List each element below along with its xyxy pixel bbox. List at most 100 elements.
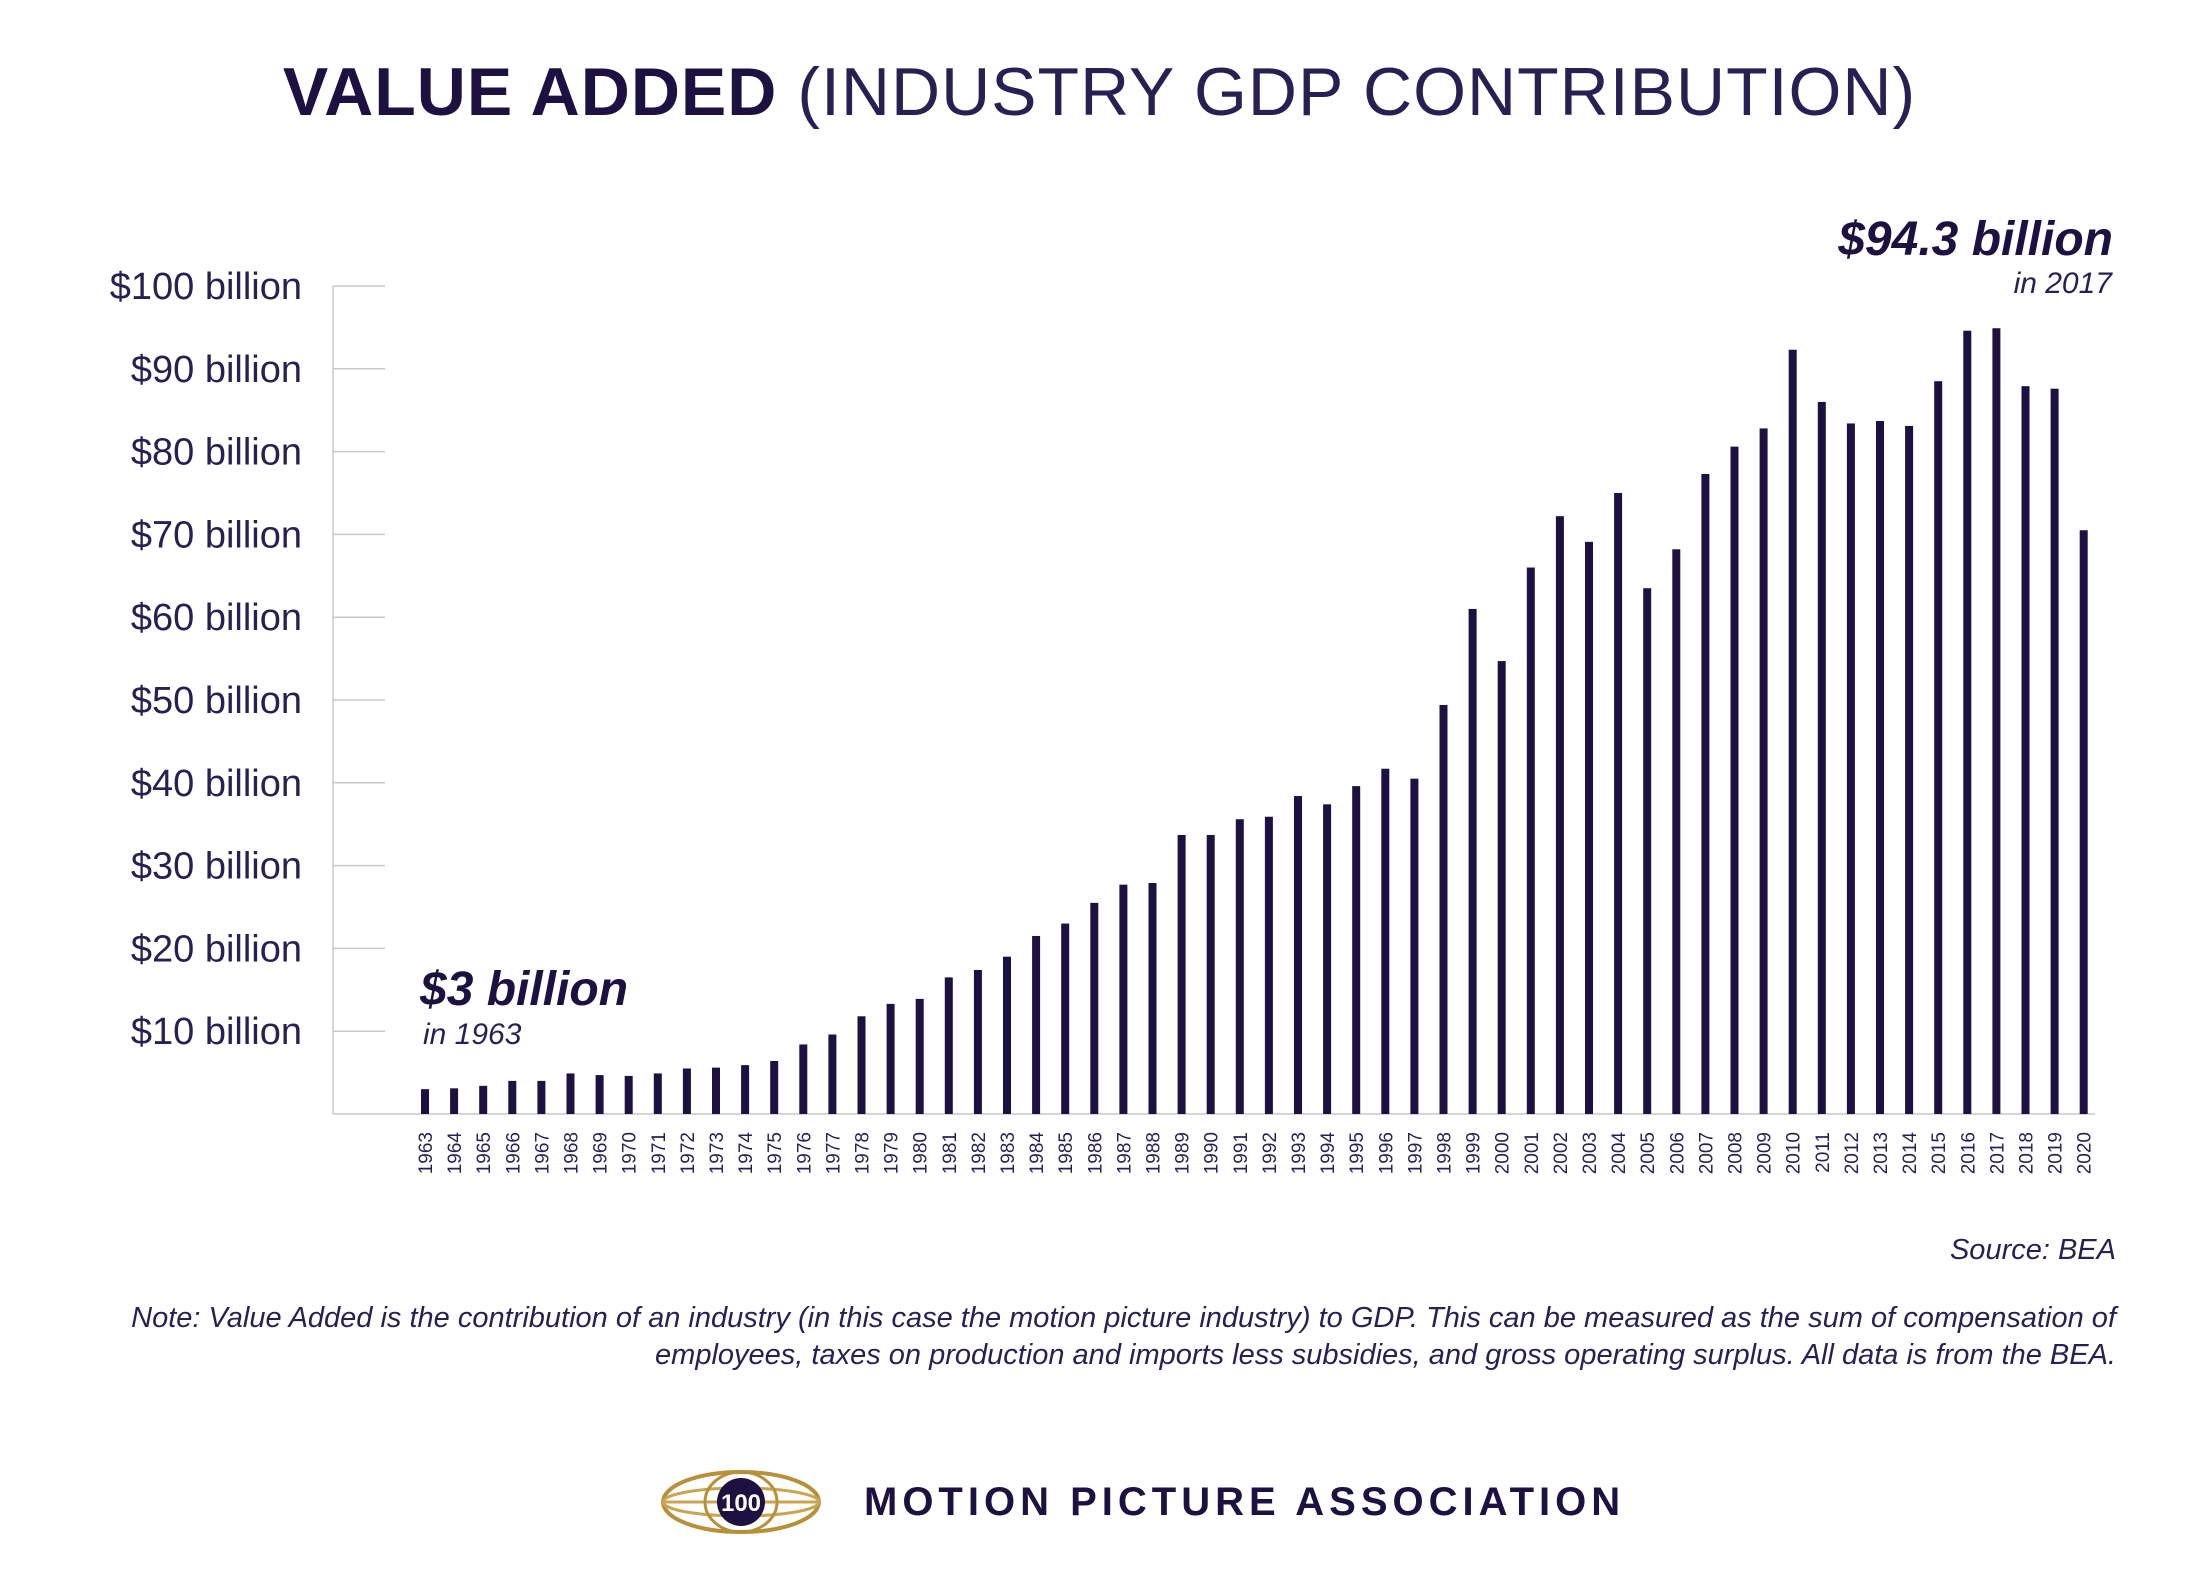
x-tick-label: 2010 [1784, 1132, 1805, 1174]
x-tick-label: 1991 [1231, 1132, 1252, 1174]
x-tick-label: 2013 [1871, 1132, 1892, 1174]
bar-1991 [1235, 819, 1244, 1114]
x-tick-label: 2018 [2017, 1132, 2038, 1174]
x-tick-label: 1969 [591, 1132, 612, 1174]
chart-title: VALUE ADDED (INDUSTRY GDP CONTRIBUTION) [0, 52, 2199, 132]
bars [421, 328, 2088, 1115]
bar-1967 [537, 1080, 546, 1114]
x-tick-label: 1995 [1347, 1132, 1368, 1174]
x-tick-label: 2017 [1987, 1132, 2008, 1174]
x-tick-label: 1999 [1464, 1132, 1485, 1174]
x-tick-label: 1982 [969, 1132, 990, 1174]
x-tick-label: 1966 [503, 1132, 524, 1174]
bar-1968 [566, 1073, 575, 1114]
x-tick-label: 2008 [1726, 1132, 1747, 1174]
x-tick-label: 1989 [1173, 1132, 1194, 1174]
x-tick-label: 2003 [1580, 1132, 1601, 1174]
bar-1983 [1003, 956, 1011, 1114]
x-tick-label: 1963 [416, 1132, 437, 1174]
x-tick-label: 1972 [678, 1132, 699, 1174]
x-tick-label: 1975 [765, 1132, 786, 1174]
x-tick-label: 2020 [2075, 1132, 2096, 1174]
x-tick-label: 1990 [1202, 1132, 1223, 1174]
x-tick-label: 2004 [1609, 1132, 1630, 1175]
bar-1971 [653, 1073, 662, 1114]
source-note: Source: BEA [1949, 1234, 2116, 1266]
bar-2003 [1585, 541, 1593, 1114]
bar-1989 [1177, 834, 1186, 1114]
bar-1973 [712, 1067, 720, 1114]
bar-2011 [1817, 401, 1826, 1114]
y-tick-label: $90 billion [131, 349, 302, 391]
bar-1975 [770, 1061, 779, 1114]
y-tick-label: $50 billion [131, 680, 302, 722]
bar-2016 [1963, 330, 1972, 1114]
x-tick-label: 1981 [940, 1132, 961, 1174]
bar-2006 [1672, 549, 1681, 1114]
logo-text: 100 [721, 1490, 761, 1517]
start-annotation-value: $3 billion [420, 963, 629, 1016]
y-tick-label: $40 billion [131, 763, 302, 805]
bar-1982 [973, 969, 982, 1114]
organization-name: MOTION PICTURE ASSOCIATION [864, 1480, 1626, 1524]
bar-1985 [1061, 923, 1070, 1114]
y-tick-label: $20 billion [131, 928, 302, 970]
bar-1972 [682, 1068, 691, 1114]
bar-1969 [595, 1075, 604, 1114]
bar-2000 [1497, 661, 1506, 1114]
y-tick-label: $10 billion [131, 1011, 302, 1053]
y-tick-label: $70 billion [131, 514, 302, 556]
bar-2017 [1992, 328, 2001, 1114]
bar-1986 [1090, 902, 1099, 1114]
title-light: (INDUSTRY GDP CONTRIBUTION) [797, 54, 1917, 130]
x-tick-label: 2012 [1842, 1132, 1863, 1174]
y-tick-label: $80 billion [131, 432, 302, 474]
bar-2015 [1934, 381, 1943, 1115]
bar-2020 [2079, 530, 2088, 1114]
bar-1997 [1410, 778, 1419, 1114]
bar-2014 [1905, 425, 1914, 1114]
x-tick-label: 1997 [1405, 1132, 1426, 1174]
x-tick-label: 2014 [1900, 1132, 1921, 1175]
bar-1996 [1381, 768, 1390, 1114]
x-tick-label: 1992 [1260, 1132, 1281, 1174]
x-tick-label: 2007 [1696, 1132, 1717, 1174]
bar-1964 [450, 1088, 459, 1114]
bar-1978 [857, 1016, 866, 1114]
bar-1995 [1352, 786, 1361, 1114]
bar-1965 [479, 1085, 488, 1114]
bar-1970 [624, 1075, 633, 1114]
bar-1987 [1119, 884, 1128, 1114]
bar-1974 [741, 1065, 750, 1114]
x-tick-label: 1996 [1376, 1132, 1397, 1174]
y-tick-label: $100 billion [110, 266, 302, 308]
bar-1998 [1439, 704, 1448, 1114]
x-tick-label: 1986 [1085, 1132, 1106, 1174]
x-tick-label: 2016 [1958, 1132, 1979, 1174]
x-tick-label: 1998 [1435, 1132, 1456, 1174]
x-tick-label: 2005 [1638, 1132, 1659, 1174]
bar-1993 [1294, 796, 1302, 1114]
mpa-logo-icon: 100 [661, 1470, 821, 1534]
bar-1990 [1206, 834, 1215, 1114]
x-tick-label: 1973 [707, 1132, 728, 1174]
x-tick-label: 1970 [620, 1132, 641, 1174]
bar-1977 [828, 1034, 837, 1114]
bar-2013 [1876, 420, 1884, 1114]
x-tick-label: 1984 [1027, 1132, 1048, 1175]
bar-1963 [421, 1089, 429, 1114]
y-axis-labels: $10 billion $20 billion $30 billion $40 bil… [110, 266, 302, 1053]
bar-2005 [1643, 588, 1652, 1114]
start-annotation-year: in 1963 [423, 1018, 522, 1051]
x-tick-label: 1985 [1056, 1132, 1077, 1174]
x-tick-label: 2019 [2046, 1132, 2067, 1174]
bar-2019 [2050, 388, 2059, 1114]
bar-1966 [508, 1080, 517, 1114]
bar-1976 [799, 1044, 808, 1114]
peak-annotation-value: $94.3 billion [1838, 213, 2113, 266]
methodology-note: Note: Value Added is the contribution of… [131, 1302, 2116, 1371]
x-tick-label: 1978 [853, 1132, 874, 1174]
x-tick-label: 1977 [823, 1132, 844, 1174]
bar-2009 [1759, 428, 1768, 1114]
bar-2018 [2021, 386, 2030, 1114]
